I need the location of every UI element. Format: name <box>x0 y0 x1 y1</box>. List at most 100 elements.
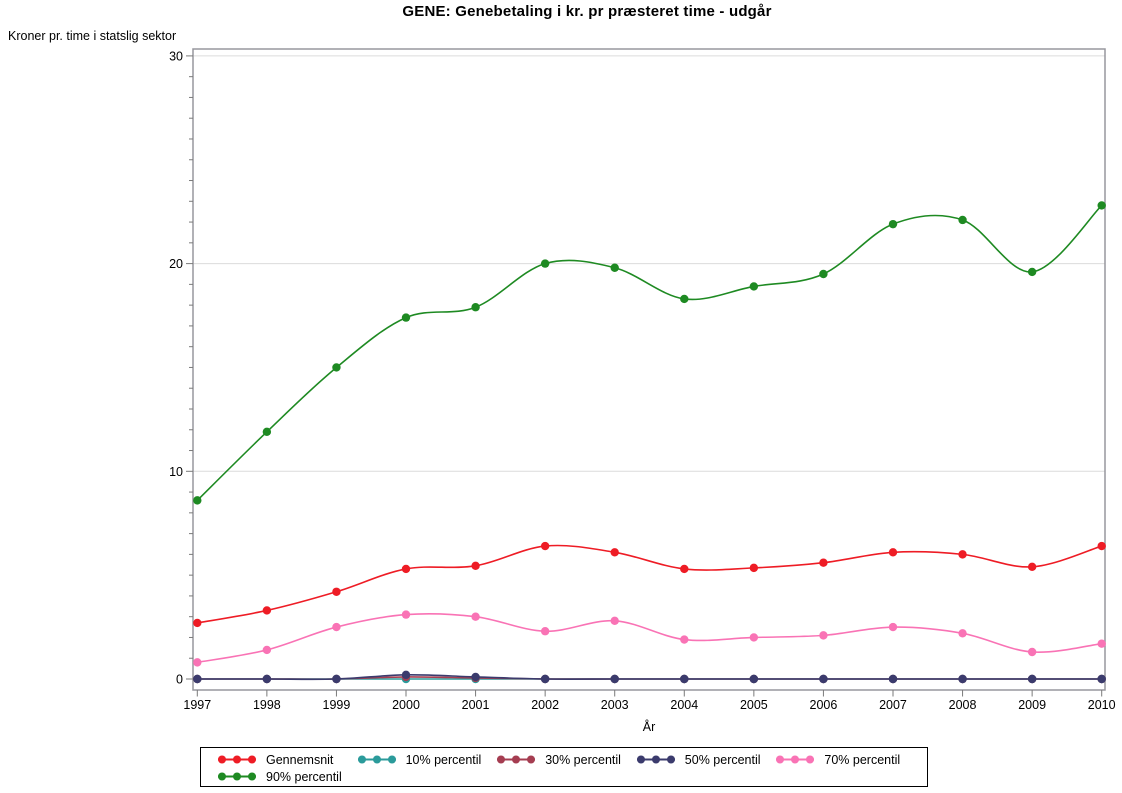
legend-marker-dot <box>218 772 226 781</box>
legend-label: 70% percentil <box>824 752 901 767</box>
legend-marker-dot <box>387 755 396 764</box>
y-axis-unit-label: Kroner pr. time i statslig sektor <box>8 29 177 43</box>
x-tick-label-1999: 1999 <box>323 698 351 712</box>
x-tick-label-2002: 2002 <box>531 698 559 712</box>
legend-marker-dot <box>512 755 521 764</box>
x-tick-label-2010: 2010 <box>1088 698 1116 712</box>
legend-marker-dot <box>791 755 800 764</box>
x-tick-label-2003: 2003 <box>601 698 629 712</box>
series-70-percentil <box>193 610 1106 667</box>
data-point-50-percentil-2001 <box>471 672 480 682</box>
legend-marker-50-percentil <box>636 755 675 764</box>
legend-marker-dot <box>233 772 241 781</box>
legend-item-10-percentil: 10% percentil <box>355 753 495 767</box>
chart-title: GENE: Genebetaling i kr. pr præsteret ti… <box>402 3 772 20</box>
x-tick-label-1998: 1998 <box>253 698 281 712</box>
series-line-90-percentil <box>196 204 1103 501</box>
data-point-70-percentil-2002 <box>540 627 550 636</box>
y-tick-label-20: 20 <box>169 257 183 271</box>
series-30-percentil <box>193 672 1106 684</box>
data-point-50-percentil-1998 <box>262 674 272 684</box>
legend-marker-30-percentil <box>497 755 536 764</box>
legend: Gennemsnit 10% percentil 30% percentil 50% … <box>200 747 928 787</box>
legend-marker-dot <box>636 755 645 764</box>
data-point-50-percentil-2005 <box>749 674 759 684</box>
data-point-70-percentil-2007 <box>888 622 898 632</box>
data-point-gennemsnit-2004 <box>680 564 689 574</box>
data-point-gennemsnit-2010 <box>1097 541 1106 551</box>
legend-item-90-percentil: 90% percentil <box>215 770 355 784</box>
x-tick-label-2001: 2001 <box>462 698 490 712</box>
legend-marker-dot <box>776 755 785 764</box>
legend-label: 90% percentil <box>266 769 342 784</box>
data-point-90-percentil-2000 <box>401 313 411 322</box>
x-tick-label-2006: 2006 <box>810 698 838 712</box>
legend-label: 30% percentil <box>545 752 621 767</box>
data-point-70-percentil-2005 <box>749 633 759 642</box>
data-point-90-percentil-2002 <box>540 259 550 268</box>
x-tick-label-2000: 2000 <box>392 698 420 712</box>
data-point-gennemsnit-2008 <box>958 550 967 559</box>
data-point-50-percentil-1999 <box>332 674 341 684</box>
data-point-gennemsnit-2003 <box>610 548 619 557</box>
legend-marker-dot <box>233 755 241 764</box>
data-point-50-percentil-2009 <box>1027 674 1037 684</box>
data-point-90-percentil-2004 <box>680 294 689 304</box>
data-point-50-percentil-2007 <box>888 674 898 684</box>
legend-marker-90-percentil <box>218 772 256 781</box>
data-point-50-percentil-1997 <box>193 674 202 684</box>
data-point-70-percentil-2000 <box>401 610 411 619</box>
legend-item-50-percentil: 50% percentil <box>634 753 774 767</box>
legend-marker-dot <box>248 772 256 781</box>
data-point-50-percentil-2002 <box>540 674 550 684</box>
legend-marker-70-percentil <box>776 755 815 764</box>
x-tick-label-2005: 2005 <box>740 698 768 712</box>
data-point-70-percentil-1998 <box>262 645 272 655</box>
legend-label: Gennemsnit <box>266 752 334 767</box>
data-point-70-percentil-2006 <box>819 631 828 640</box>
plot-frame <box>192 48 1106 691</box>
data-point-50-percentil-2000 <box>401 670 411 680</box>
legend-marker-dot <box>806 755 815 764</box>
legend-marker-gennemsnit <box>218 755 256 764</box>
data-point-gennemsnit-2005 <box>749 563 759 573</box>
legend-marker-dot <box>666 755 675 764</box>
data-point-50-percentil-2004 <box>680 674 689 684</box>
chart-svg: 0 10 20 30 1997 1998 1999 2000 2001 2002 2003 2004 2… <box>169 48 1116 734</box>
data-point-70-percentil-2008 <box>958 629 967 638</box>
data-point-90-percentil-2005 <box>749 282 759 291</box>
data-point-90-percentil-1997 <box>193 496 202 505</box>
data-point-50-percentil-2008 <box>958 674 967 684</box>
legend-marker-dot <box>497 755 506 764</box>
series-90-percentil <box>193 201 1106 505</box>
data-point-70-percentil-2004 <box>680 635 689 644</box>
data-point-gennemsnit-2002 <box>540 541 550 551</box>
data-point-70-percentil-2001 <box>471 612 480 621</box>
x-tick-label-2008: 2008 <box>949 698 977 712</box>
data-point-90-percentil-2007 <box>888 219 898 229</box>
data-point-gennemsnit-2000 <box>401 564 411 574</box>
data-point-gennemsnit-1998 <box>262 606 272 615</box>
plot-area: 0 10 20 30 1997 1998 1999 2000 2001 2002 2003 2004 2… <box>169 48 1116 734</box>
data-point-gennemsnit-1997 <box>193 618 202 628</box>
data-point-50-percentil-2006 <box>819 674 828 684</box>
x-axis-title: År <box>643 719 656 734</box>
legend-label: 10% percentil <box>405 752 482 767</box>
data-point-70-percentil-1999 <box>332 622 341 632</box>
data-point-90-percentil-2003 <box>610 263 619 272</box>
data-point-90-percentil-2010 <box>1097 201 1106 210</box>
legend-marker-dot <box>527 755 536 764</box>
data-point-gennemsnit-2007 <box>888 548 898 557</box>
x-tick-label-1997: 1997 <box>183 698 211 712</box>
x-tick-label-2004: 2004 <box>670 698 698 712</box>
legend-marker-dot <box>651 755 660 764</box>
data-point-90-percentil-2009 <box>1027 267 1037 277</box>
legend-item-gennemsnit: Gennemsnit <box>215 753 355 767</box>
series-line-gennemsnit <box>197 544 1102 624</box>
data-point-70-percentil-2009 <box>1027 647 1037 657</box>
data-point-gennemsnit-2009 <box>1027 562 1037 572</box>
data-point-70-percentil-1997 <box>193 658 202 667</box>
series-gennemsnit <box>193 541 1106 628</box>
data-point-50-percentil-2003 <box>610 674 619 684</box>
